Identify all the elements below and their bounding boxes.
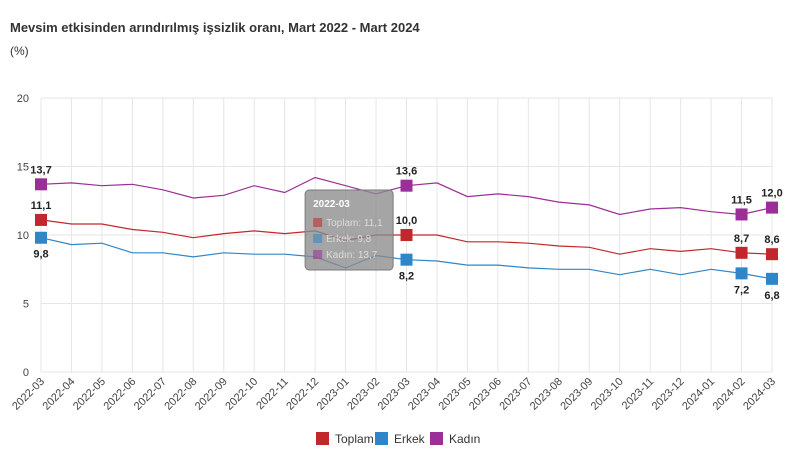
series-marker[interactable] (35, 213, 47, 226)
legend-item-toplam[interactable]: Toplam (316, 432, 374, 446)
legend[interactable]: Toplam Erkek Kadın (316, 432, 480, 446)
data-label: 10,0 (396, 215, 417, 227)
axis-layer: 051015202022-032022-042022-052022-062022… (10, 93, 778, 413)
series-layer (35, 176, 778, 285)
series-marker[interactable] (735, 267, 748, 280)
x-tick-label: 2022-04 (41, 376, 78, 413)
tooltip-box (304, 189, 394, 271)
x-tick-label: 2022-09 (193, 376, 230, 413)
series-marker[interactable] (35, 178, 47, 191)
y-tick-label: 20 (17, 93, 29, 105)
legend-swatch (316, 432, 329, 445)
chart-title: Mevsim etkisinden arındırılmış işsizlik … (10, 20, 420, 35)
chart-unit-label: (%) (10, 44, 29, 58)
data-label: 8,2 (399, 271, 414, 283)
x-tick-label: 2023-09 (558, 376, 595, 413)
data-label: 12,0 (761, 188, 782, 200)
x-tick-label: 2022-12 (284, 376, 321, 413)
series-marker[interactable] (766, 248, 778, 261)
x-tick-label: 2022-05 (71, 376, 108, 413)
x-tick-label: 2022-03 (10, 376, 47, 413)
data-label-layer: 13,7 11,1 9,8 13,6 10,0 8,2 11,5 8,7 7,2 12,0 8,6 6… (30, 164, 782, 302)
x-tick-label: 2023-03 (376, 376, 413, 413)
tooltip-line: Erkek: 9,8 (326, 234, 371, 245)
data-label: 13,7 (30, 164, 51, 176)
tooltip-swatch (313, 234, 323, 243)
series-marker[interactable] (35, 231, 47, 244)
y-tick-label: 0 (23, 367, 29, 379)
x-tick-label: 2023-01 (315, 376, 352, 413)
x-tick-label: 2023-04 (406, 376, 443, 413)
x-tick-label: 2022-07 (132, 376, 169, 413)
tooltip: 2022-03 Toplam: 11,1 Erkek: 9,8 Kadın: 13,7 (304, 189, 394, 271)
data-label: 8,7 (734, 233, 749, 245)
legend-swatch (430, 432, 443, 445)
x-tick-label: 2023-08 (528, 376, 565, 413)
series-marker[interactable] (735, 208, 748, 221)
series-marker[interactable] (766, 272, 778, 285)
y-tick-label: 10 (17, 230, 29, 242)
legend-label: Kadın (449, 432, 480, 446)
legend-swatch (375, 432, 388, 445)
x-tick-label: 2022-08 (162, 376, 199, 413)
grid-layer (40, 97, 773, 373)
tooltip-line: Toplam: 11,1 (326, 218, 383, 229)
series-marker[interactable] (400, 229, 413, 241)
data-label: 9,8 (33, 249, 48, 261)
x-tick-label: 2023-06 (467, 376, 504, 413)
y-tick-label: 5 (23, 299, 29, 311)
legend-label: Toplam (335, 432, 374, 446)
series-marker[interactable] (400, 179, 413, 192)
x-tick-label: 2023-10 (589, 376, 626, 413)
y-tick-label: 15 (17, 162, 29, 174)
tooltip-swatch (313, 250, 323, 259)
series-marker[interactable] (766, 201, 778, 214)
legend-item-erkek[interactable]: Erkek (375, 432, 426, 446)
series-marker[interactable] (400, 253, 413, 266)
legend-item-kadın[interactable]: Kadın (430, 432, 480, 446)
x-tick-label: 2022-06 (101, 376, 138, 413)
x-tick-label: 2024-03 (741, 376, 778, 413)
tooltip-swatch (313, 218, 323, 227)
series-marker[interactable] (735, 246, 748, 259)
tooltip-title: 2022-03 (313, 199, 350, 210)
data-label: 11,5 (731, 194, 752, 206)
x-tick-label: 2024-02 (711, 376, 748, 413)
x-tick-label: 2023-05 (437, 376, 474, 413)
data-label: 13,6 (396, 166, 417, 178)
x-tick-label: 2023-07 (497, 376, 534, 413)
x-tick-label: 2023-02 (345, 376, 382, 413)
legend-label: Erkek (394, 432, 426, 446)
x-tick-label: 2022-10 (223, 376, 260, 413)
x-tick-label: 2024-01 (680, 376, 717, 413)
data-label: 8,6 (764, 234, 779, 246)
data-label: 7,2 (734, 284, 749, 296)
tooltip-line: Kadın: 13,7 (326, 250, 378, 261)
x-tick-label: 2023-12 (650, 376, 687, 413)
data-label: 11,1 (31, 200, 52, 212)
data-label: 6,8 (764, 290, 779, 302)
